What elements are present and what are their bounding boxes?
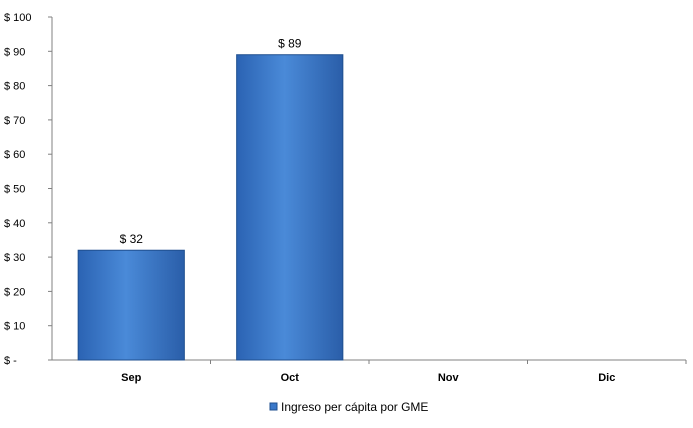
- x-tick-label: Oct: [281, 372, 300, 384]
- data-labels: $ 32 $ 89: [120, 37, 302, 247]
- legend-label: Ingreso per cápita por GME: [281, 400, 428, 414]
- x-tick-label: Nov: [438, 372, 460, 384]
- x-axis-labels: Sep Oct Nov Dic: [121, 360, 687, 384]
- y-tick-label: $ 50: [4, 184, 25, 196]
- bar: [236, 54, 344, 361]
- bars: [77, 54, 344, 361]
- x-tick-label: Sep: [121, 372, 141, 384]
- x-tick-label: Dic: [598, 372, 615, 384]
- legend-swatch: [269, 402, 278, 411]
- y-tick-label: $ 30: [4, 252, 25, 264]
- y-tick-label: $ 60: [4, 149, 25, 161]
- data-label: $ 32: [120, 232, 144, 246]
- y-axis-ticks: $ - $ 10 $ 20 $ 30 $ 40 $ 50 $ 60 $ 70 $ 80 $ 90 $…: [4, 12, 52, 367]
- y-tick-label: $ 100: [4, 12, 32, 24]
- y-tick-label: $ 20: [4, 286, 25, 298]
- legend: Ingreso per cápita por GME: [269, 400, 428, 414]
- bar: [77, 249, 185, 361]
- y-tick-label: $ 10: [4, 321, 25, 333]
- y-tick-label: $ 40: [4, 218, 25, 230]
- y-tick-label: $ 80: [4, 81, 25, 93]
- y-tick-label: $ 90: [4, 46, 25, 58]
- y-tick-label: $ 70: [4, 115, 25, 127]
- y-tick-label: $ -: [4, 355, 17, 367]
- data-label: $ 89: [278, 37, 302, 51]
